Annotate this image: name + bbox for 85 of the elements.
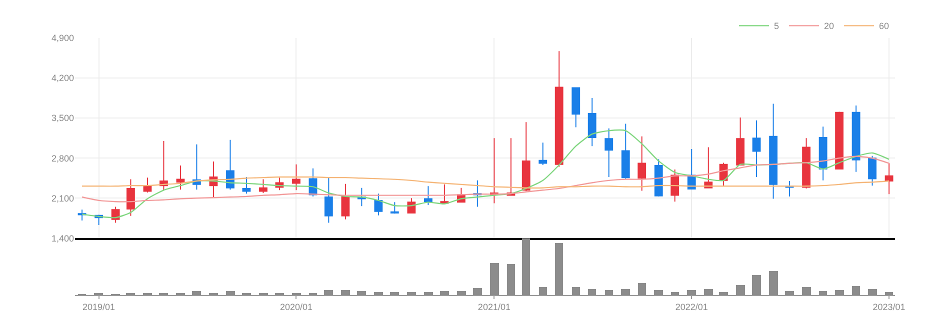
candlestick (374, 193, 383, 216)
candlestick (752, 120, 761, 178)
bar (621, 289, 630, 295)
bar (572, 287, 580, 295)
bar (341, 290, 350, 295)
bar (192, 291, 201, 295)
candlestick (818, 126, 828, 181)
bar (835, 290, 844, 295)
candlestick (670, 169, 680, 202)
candlestick (324, 176, 333, 224)
candlestick (572, 87, 580, 128)
candlestick (242, 176, 251, 194)
candlestick (621, 123, 630, 180)
x-tick-label: 2023/01 (872, 302, 906, 312)
bar (852, 286, 860, 295)
bar (736, 285, 745, 295)
y-tick-label: 2,100 (51, 193, 74, 204)
bar (507, 264, 515, 295)
x-tick-label: 2019/01 (82, 302, 116, 312)
bar (868, 289, 877, 295)
candlestick (868, 155, 876, 186)
candlestick (654, 158, 663, 197)
bar (424, 292, 433, 295)
candlestick (522, 122, 530, 192)
candlestick (769, 103, 778, 200)
bar (654, 290, 663, 295)
bar (819, 291, 827, 295)
candlestick (736, 117, 745, 166)
bar (704, 289, 713, 295)
candlestick (259, 178, 268, 194)
bar (357, 291, 366, 295)
candlestick (852, 105, 860, 172)
bar (539, 287, 547, 295)
candlestick (341, 183, 350, 220)
bar (752, 275, 761, 295)
bar (390, 292, 399, 295)
candlestick (126, 178, 135, 216)
candlestick (884, 162, 894, 195)
y-tick-label: 3,500 (51, 113, 74, 124)
bar (802, 287, 811, 295)
bar (522, 238, 530, 295)
line-series (81, 176, 890, 189)
candlestick (588, 98, 596, 147)
candlestick (802, 138, 810, 189)
bar (457, 291, 466, 295)
x-tick-label: 2022/01 (675, 302, 708, 312)
candlestick (176, 165, 185, 190)
bar (374, 292, 383, 295)
candlestick (440, 184, 449, 204)
line-series (81, 130, 890, 218)
x-tick-label: 2021/01 (478, 302, 510, 312)
bar (719, 292, 728, 295)
bar (407, 292, 416, 295)
candlestick (143, 177, 152, 193)
bar (440, 291, 449, 295)
candlestick (292, 164, 300, 191)
bar (769, 271, 778, 295)
candlestick (538, 142, 548, 166)
candlestick (424, 186, 432, 206)
bar (588, 289, 596, 295)
legend-label: 5 (774, 21, 780, 32)
bar (226, 291, 235, 295)
candlestick (604, 128, 614, 178)
bar (324, 290, 333, 295)
line-series (81, 156, 890, 202)
bar (687, 290, 696, 295)
legend-label: 20 (824, 21, 834, 32)
bar (785, 291, 794, 295)
y-tick-label: 1,400 (51, 233, 74, 244)
bar (605, 290, 613, 295)
y-tick-label: 4,200 (51, 73, 74, 84)
bar (638, 283, 646, 295)
candlestick (554, 50, 564, 168)
y-tick-label: 2,800 (51, 153, 74, 164)
y-tick-label: 4,900 (51, 33, 74, 44)
legend-label: 60 (879, 21, 890, 32)
candlestick (390, 202, 399, 214)
bar (473, 288, 482, 295)
candlestick (638, 136, 646, 192)
bar (885, 292, 893, 295)
bar (490, 263, 499, 295)
x-tick-label: 2020/01 (280, 302, 313, 312)
bar (555, 243, 563, 295)
candlestick (835, 111, 844, 170)
bar (671, 292, 679, 295)
